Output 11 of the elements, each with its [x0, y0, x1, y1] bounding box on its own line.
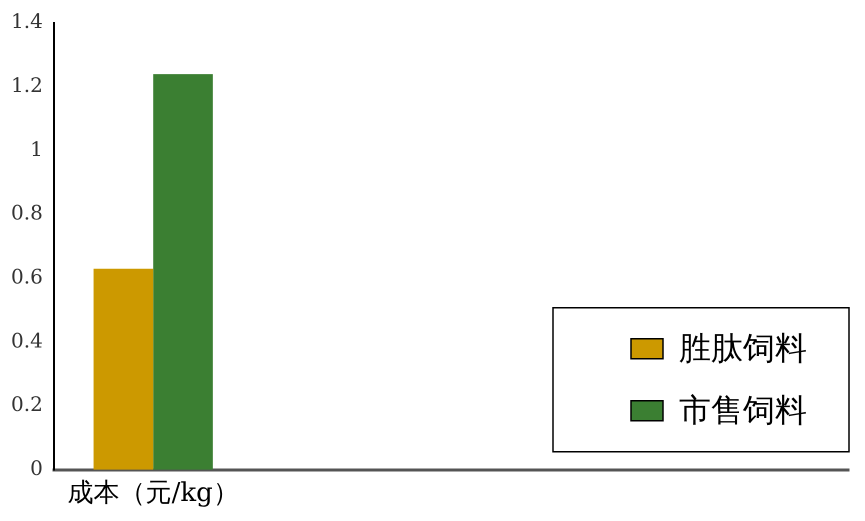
- legend-label: 市售饲料: [679, 391, 807, 430]
- y-tick-label: 0.8: [10, 200, 43, 225]
- y-tick-label: 0: [30, 456, 43, 480]
- y-tick-label: 0.6: [10, 264, 43, 289]
- y-tick-label: 0.4: [10, 328, 43, 352]
- y-tick-label: 1: [30, 136, 43, 161]
- legend-label: 胜肽饲料: [679, 329, 807, 368]
- y-tick-label: 1.2: [10, 73, 43, 98]
- y-tick-label: 1.4: [10, 9, 43, 34]
- y-tick-label: 0.2: [10, 392, 43, 416]
- x-tick-label: 成本（元/kg）: [68, 478, 239, 508]
